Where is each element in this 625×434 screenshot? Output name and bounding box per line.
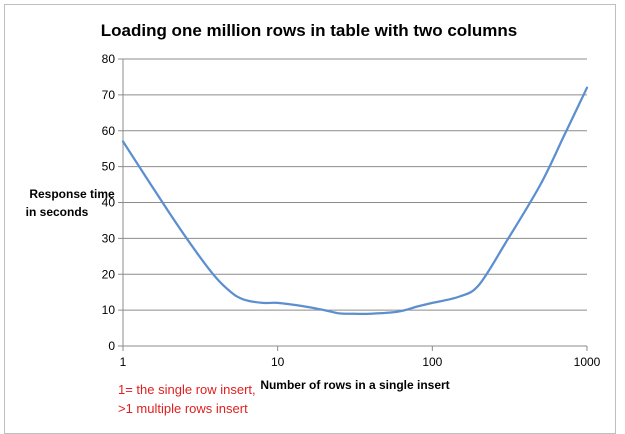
data-point-0-8 [304, 305, 306, 307]
data-point-0-20 [562, 137, 564, 139]
y-tick-label-50: 50 [102, 160, 116, 174]
line-chart: Loading one million rows in table with t… [26, 21, 601, 416]
annotation-line-2: >1 multiple rows insert [118, 401, 248, 416]
data-point-0-4 [230, 291, 232, 293]
data-point-0-7 [276, 302, 278, 304]
gridlines [118, 58, 587, 347]
x-tick-label-1000: 1000 [574, 355, 601, 369]
chart-title: Loading one million rows in table with t… [101, 21, 518, 40]
y-axis-label-line-2: in seconds [26, 205, 89, 219]
series-line-0 [121, 86, 589, 316]
x-axis-label: Number of rows in a single insert [260, 378, 449, 392]
data-point-0-21 [586, 87, 588, 89]
x-tick-label-10: 10 [271, 355, 285, 369]
data-point-0-12 [370, 313, 372, 315]
data-point-0-15 [431, 302, 433, 304]
data-point-0-17 [478, 284, 480, 286]
data-point-0-13 [397, 310, 399, 312]
chart-frame [4, 4, 616, 434]
data-point-0-16 [458, 295, 460, 297]
data-point-0-10 [338, 312, 340, 314]
data-point-0-6 [261, 302, 263, 304]
y-tick-label-70: 70 [102, 88, 116, 102]
data-point-0-19 [539, 183, 541, 185]
x-axis-tick-labels: 1 10 100 1000 [120, 355, 601, 369]
y-axis-label-line-1: Response time [29, 187, 115, 201]
data-point-0-2 [196, 252, 198, 254]
data-point-0-11 [350, 313, 352, 315]
data-point-0-9 [323, 309, 325, 311]
series-layer [121, 86, 589, 316]
y-tick-label-30: 30 [102, 231, 116, 245]
data-point-0-5 [242, 298, 244, 300]
data-point-0-14 [416, 305, 418, 307]
y-tick-label-60: 60 [102, 124, 116, 138]
data-point-0-18 [505, 241, 507, 243]
y-tick-label-0: 0 [108, 339, 115, 353]
axes [122, 59, 588, 351]
x-tick-label-100: 100 [422, 355, 442, 369]
data-point-0-0 [122, 140, 124, 142]
y-tick-label-40: 40 [102, 196, 116, 210]
y-tick-label-80: 80 [102, 52, 116, 66]
data-point-0-1 [168, 212, 170, 214]
data-point-0-3 [215, 277, 217, 279]
y-tick-label-20: 20 [102, 267, 116, 281]
annotation-line-1: 1= the single row insert, [118, 382, 256, 397]
y-axis-tick-labels: 0 10 20 30 40 50 60 70 80 [102, 52, 116, 353]
x-tick-label-1: 1 [120, 355, 127, 369]
y-tick-label-10: 10 [102, 303, 116, 317]
